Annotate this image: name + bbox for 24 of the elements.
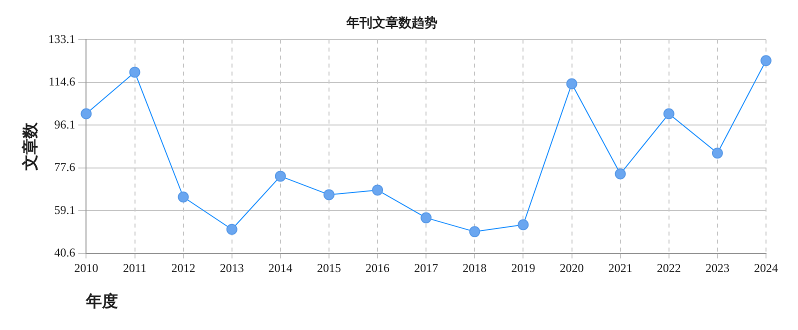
- x-tick-label: 2010: [74, 260, 98, 275]
- x-tick-label: 2020: [560, 260, 584, 275]
- x-tick-label: 2021: [608, 260, 632, 275]
- x-tick-label: 2015: [316, 260, 341, 275]
- x-tick-label: 2024: [754, 260, 778, 275]
- x-tick-label: 2011: [122, 260, 147, 275]
- x-tick-label: 2019: [511, 260, 536, 275]
- y-axis-title: 文章数: [22, 122, 40, 172]
- y-tick-label: 133.1: [48, 32, 76, 46]
- y-tick-label: 40.6: [54, 246, 76, 260]
- y-tick-label: 77.6: [54, 160, 76, 174]
- y-tick-label: 96.1: [54, 117, 76, 132]
- y-tick-label: 114.6: [48, 74, 76, 89]
- x-tick-label: 2022: [656, 260, 681, 275]
- x-tick-label: 2016: [366, 260, 390, 275]
- x-tick-label: 2018: [462, 260, 487, 275]
- x-tick-label: 2023: [705, 260, 730, 275]
- x-tick-label: 2013: [220, 260, 244, 275]
- x-tick-label: 2017: [414, 260, 438, 275]
- x-tick-label: 2014: [268, 260, 292, 275]
- x-tick-label: 2012: [171, 260, 196, 275]
- y-tick-label: 59.1: [54, 202, 76, 217]
- x-axis-title: 年度: [85, 292, 118, 311]
- chart-title: 年刊文章数趋势: [346, 15, 438, 30]
